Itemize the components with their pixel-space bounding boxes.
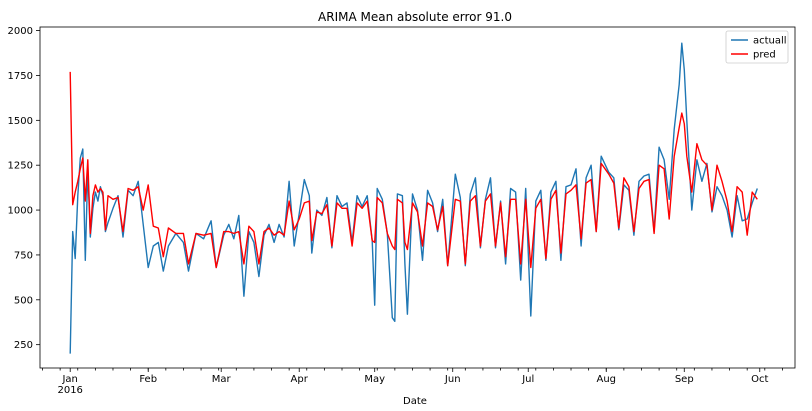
y-tick-label: 1500	[8, 116, 33, 127]
plot-area-frame	[39, 26, 796, 369]
legend-label-pred: pred	[753, 50, 776, 61]
series-line-actuall	[69, 42, 758, 354]
x-tick-label: Apr	[291, 374, 309, 385]
legend-label-actuall: actuall	[753, 36, 787, 47]
x-tick-label: May	[364, 374, 385, 385]
y-tick-label: 1000	[8, 206, 33, 217]
x-tick-label: Oct	[751, 374, 768, 385]
x-tick-label: Mar	[212, 374, 232, 385]
legend-box	[725, 30, 789, 64]
y-tick-label: 1750	[8, 71, 33, 82]
x-tick-label: Feb	[139, 374, 157, 385]
x-tick-label: Sep	[675, 374, 694, 385]
x-tick-label: Jul	[521, 374, 534, 385]
x-tick-label: Aug	[596, 374, 616, 385]
y-tick-label: 750	[14, 250, 33, 261]
y-tick-label: 500	[14, 295, 33, 306]
x-tick-label: Jan	[61, 374, 77, 385]
x-axis-title: Date	[403, 396, 427, 407]
x-tick-label: Jun	[444, 374, 461, 385]
chart-title: ARIMA Mean absolute error 91.0	[318, 10, 512, 24]
y-tick-label: 2000	[8, 26, 33, 37]
legend: actuall pred	[725, 30, 789, 64]
y-tick-label: 250	[14, 340, 33, 351]
series-line-pred	[69, 71, 758, 269]
x-tick-sublabel: 2016	[57, 385, 82, 396]
y-tick-label: 1250	[8, 161, 33, 172]
